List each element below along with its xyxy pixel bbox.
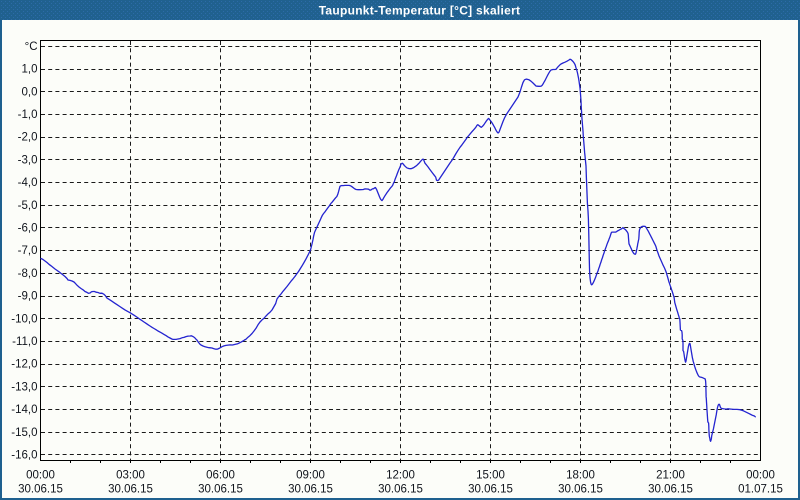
svg-text:30.06.15: 30.06.15	[288, 484, 333, 496]
svg-text:01.07.15: 01.07.15	[738, 484, 783, 496]
svg-text:°C: °C	[25, 41, 38, 53]
svg-text:06:00: 06:00	[206, 470, 235, 482]
svg-text:-6,0: -6,0	[18, 223, 38, 235]
svg-text:09:00: 09:00	[296, 470, 325, 482]
svg-text:00:00: 00:00	[26, 470, 55, 482]
svg-text:00:00: 00:00	[746, 470, 775, 482]
svg-text:-2,0: -2,0	[18, 132, 38, 144]
svg-text:30.06.15: 30.06.15	[648, 484, 693, 496]
svg-text:0,0: 0,0	[22, 86, 38, 98]
svg-text:15:00: 15:00	[476, 470, 505, 482]
svg-text:03:00: 03:00	[116, 470, 145, 482]
svg-text:-1,0: -1,0	[18, 109, 38, 121]
svg-text:-9,0: -9,0	[18, 291, 38, 303]
svg-text:21:00: 21:00	[656, 470, 685, 482]
svg-text:-16,0: -16,0	[11, 450, 37, 462]
svg-text:-10,0: -10,0	[11, 313, 37, 325]
svg-text:-13,0: -13,0	[11, 381, 37, 393]
svg-text:-3,0: -3,0	[18, 154, 38, 166]
svg-text:30.06.15: 30.06.15	[18, 484, 63, 496]
svg-text:-14,0: -14,0	[11, 404, 37, 416]
svg-text:30.06.15: 30.06.15	[558, 484, 603, 496]
svg-text:18:00: 18:00	[566, 470, 595, 482]
svg-text:30.06.15: 30.06.15	[468, 484, 513, 496]
svg-text:-7,0: -7,0	[18, 245, 38, 257]
svg-text:-8,0: -8,0	[18, 268, 38, 280]
svg-text:-15,0: -15,0	[11, 427, 37, 439]
svg-text:12:00: 12:00	[386, 470, 415, 482]
svg-text:-5,0: -5,0	[18, 200, 38, 212]
svg-text:Taupunkt-Temperatur [°C] skali: Taupunkt-Temperatur [°C] skaliert	[319, 4, 521, 18]
svg-text:30.06.15: 30.06.15	[108, 484, 153, 496]
svg-text:1,0: 1,0	[22, 64, 38, 76]
svg-text:-11,0: -11,0	[12, 336, 37, 348]
svg-text:-4,0: -4,0	[18, 177, 38, 189]
svg-text:30.06.15: 30.06.15	[378, 484, 423, 496]
svg-text:30.06.15: 30.06.15	[198, 484, 243, 496]
svg-text:-12,0: -12,0	[11, 359, 37, 371]
